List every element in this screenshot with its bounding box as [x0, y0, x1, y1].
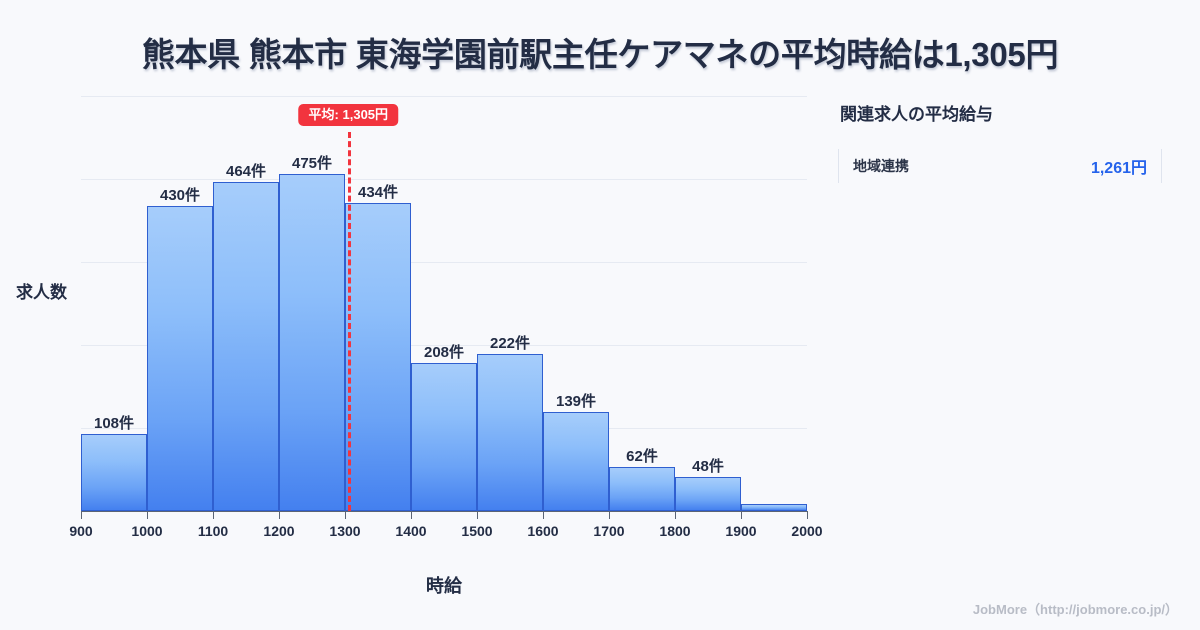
related-salary-row-value: 1,261円 — [1090, 160, 1147, 177]
footer-watermark: JobMore（http://jobmore.co.jp/） — [972, 602, 1178, 617]
x-axis-tick-label: 1100 — [197, 523, 229, 539]
average-badge: 平均: 1,305円 — [298, 104, 399, 126]
x-axis-tick — [477, 511, 478, 519]
bar-value-label: 430件 — [159, 186, 201, 204]
x-axis-tick-label: 1400 — [395, 523, 427, 539]
gridline-1 — [81, 345, 807, 346]
bar-value-label: 222件 — [489, 334, 531, 352]
x-axis-tick — [609, 511, 610, 519]
page-title: 熊本県 熊本市 東海学園前駅主任ケアマネの平均時給は1,305円 — [141, 36, 1059, 73]
x-axis-tick-label: 1200 — [263, 523, 295, 539]
x-axis-tick — [81, 511, 82, 519]
x-axis-tick — [741, 511, 742, 519]
x-axis-tick-label: 1800 — [659, 523, 691, 539]
x-axis-tick — [411, 511, 412, 519]
x-axis-tick — [279, 511, 280, 519]
x-axis-tick — [675, 511, 676, 519]
related-salary-heading: 関連求人の平均給与 — [840, 105, 993, 124]
histogram-chart: 108件 430件 464件 475件 434件 208件 222件 139件 62件 48件 9… — [16, 96, 823, 596]
x-axis-tick — [345, 511, 346, 519]
x-axis-tick-label: 1900 — [725, 523, 757, 539]
bar — [675, 476, 741, 511]
bar-value-label: 139件 — [555, 393, 597, 411]
bar — [741, 503, 807, 511]
x-axis-line — [81, 511, 807, 512]
x-axis-tick-label: 2000 — [791, 523, 823, 539]
y-axis-title: 求人数 — [16, 283, 67, 302]
related-salary-row-label: 地域連携 — [853, 158, 909, 174]
bar — [411, 363, 477, 511]
x-axis-tick — [213, 511, 214, 519]
related-salary-rows: 地域連携 1,261円 — [838, 149, 1168, 183]
bar-value-label: 62件 — [626, 448, 658, 466]
related-salary-panel: 関連求人の平均給与 地域連携 1,261円 — [838, 100, 1168, 183]
x-axis-tick-label: 1300 — [329, 523, 361, 539]
bar-value-label: 475件 — [291, 155, 333, 173]
bar-value-label: 464件 — [225, 162, 267, 180]
average-line — [348, 132, 352, 511]
bar — [609, 467, 675, 511]
x-axis-tick-label: 1600 — [527, 523, 559, 539]
bar — [543, 412, 609, 511]
x-axis-tick — [147, 511, 148, 519]
bar — [147, 205, 213, 511]
x-axis-tick-label: 900 — [69, 523, 93, 539]
bar-value-label: 434件 — [357, 184, 399, 202]
x-axis-tick-label: 1500 — [461, 523, 493, 539]
bar-value-label: 208件 — [423, 344, 465, 362]
bar — [477, 353, 543, 511]
x-axis-tick-label: 1000 — [131, 523, 163, 539]
x-axis-tick — [807, 511, 808, 519]
gridline-2 — [81, 262, 807, 263]
bar-value-label: 108件 — [93, 415, 135, 433]
x-axis-tick-label: 1700 — [593, 523, 625, 539]
x-axis-title: 時給 — [426, 576, 462, 596]
gridline-4 — [81, 96, 807, 97]
related-salary-row: 地域連携 1,261円 — [838, 149, 1162, 183]
bar — [279, 174, 345, 511]
x-axis-tick — [543, 511, 544, 519]
bar — [213, 181, 279, 511]
bar — [345, 203, 411, 511]
gridline-3 — [81, 179, 807, 180]
bar-value-label: 48件 — [692, 457, 724, 475]
bar — [81, 434, 147, 511]
